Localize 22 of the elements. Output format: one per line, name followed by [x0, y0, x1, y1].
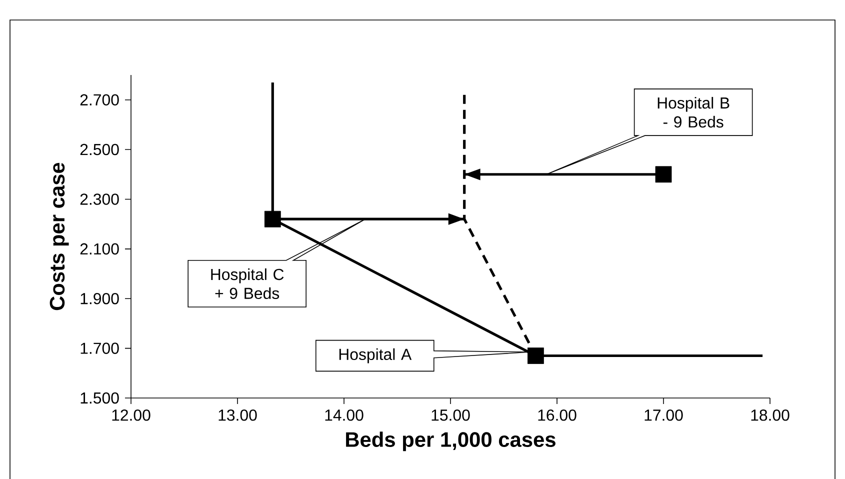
x-tick-label: 13.00: [218, 410, 257, 421]
x-tick-label: 18.00: [751, 410, 790, 421]
point: [264, 210, 281, 228]
point: [528, 348, 544, 364]
y-tick-label: 1.500: [80, 392, 119, 404]
y-tick-label: 1.700: [80, 342, 119, 354]
annotation: Hospital C + 9 Beds: [211, 268, 284, 300]
point: [655, 166, 672, 183]
x-tick-label: 14.00: [325, 410, 364, 421]
y-tick-label: 2.100: [80, 243, 119, 255]
x-tick-label: 17.00: [644, 410, 683, 421]
annotation: Hospital A: [339, 348, 412, 364]
y-axis-title: Costs per case: [50, 162, 69, 310]
y-tick-label: 1.900: [80, 292, 119, 304]
annotation: Hospital B - 9 Beds: [658, 96, 730, 128]
y-tick-label: 2.700: [80, 94, 119, 106]
y-tick-label: 2.300: [80, 194, 119, 205]
x-tick-label: 15.00: [432, 410, 470, 421]
x-axis-title: Beds per 1,000 cases: [346, 432, 556, 452]
x-tick-label: 12.00: [112, 410, 150, 421]
x-tick-label: 16.00: [538, 410, 576, 421]
y-tick-label: 2.500: [80, 144, 119, 156]
